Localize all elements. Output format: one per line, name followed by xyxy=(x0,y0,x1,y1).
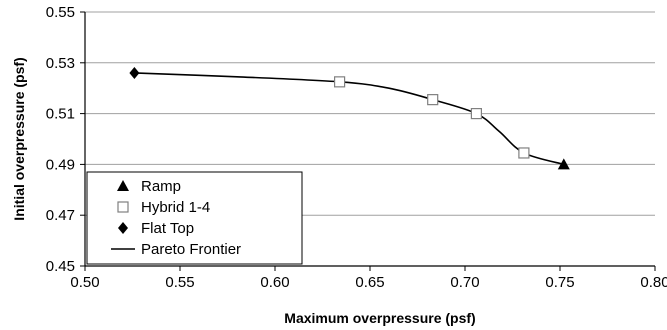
x-tick-label: 0.55 xyxy=(165,274,194,291)
legend-swatch xyxy=(117,201,129,213)
y-tick-label: 0.53 xyxy=(46,55,75,72)
legend-label: Flat Top xyxy=(141,220,194,237)
y-tick-label: 0.51 xyxy=(46,106,75,123)
frontier-line-layer xyxy=(134,72,565,166)
y-tick-label: 0.55 xyxy=(46,4,75,21)
hybrid-1-4-marker xyxy=(427,94,439,106)
x-tick-label: 0.60 xyxy=(260,274,289,291)
x-tick-label: 0.65 xyxy=(355,274,384,291)
x-tick-label: 0.50 xyxy=(70,274,99,291)
x-tick-label: 0.70 xyxy=(450,274,479,291)
legend-swatch xyxy=(117,180,129,191)
legend-label: Hybrid 1-4 xyxy=(141,199,210,216)
hybrid-1-4-marker xyxy=(470,107,482,120)
legend-label: Pareto Frontier xyxy=(141,241,241,258)
y-axis-title: Initial overpressure (psf) xyxy=(11,57,27,220)
ramp-marker xyxy=(557,158,570,170)
data-markers xyxy=(129,66,570,170)
flat-top-marker xyxy=(129,66,140,79)
hybrid-1-4-marker xyxy=(334,76,346,88)
axes xyxy=(80,11,656,271)
y-tick-label: 0.45 xyxy=(46,258,75,275)
x-axis-title: Maximum overpressure (psf) xyxy=(284,310,475,326)
x-tick-label: 0.80 xyxy=(640,274,667,291)
legend-swatch xyxy=(118,222,128,234)
x-tick-label: 0.75 xyxy=(545,274,574,291)
hybrid-1-4-marker xyxy=(518,147,530,159)
tick-labels: 0.50 0.55 0.60 0.65 0.70 0.75 0.80 0.45 0.47 0.49… xyxy=(46,4,667,291)
legend: Ramp Hybrid 1-4 Flat Top Pareto Frontier xyxy=(86,171,303,265)
y-tick-label: 0.47 xyxy=(46,207,75,224)
pareto-frontier-line xyxy=(134,72,565,166)
legend-label: Ramp xyxy=(141,178,181,195)
y-tick-label: 0.49 xyxy=(46,156,75,173)
